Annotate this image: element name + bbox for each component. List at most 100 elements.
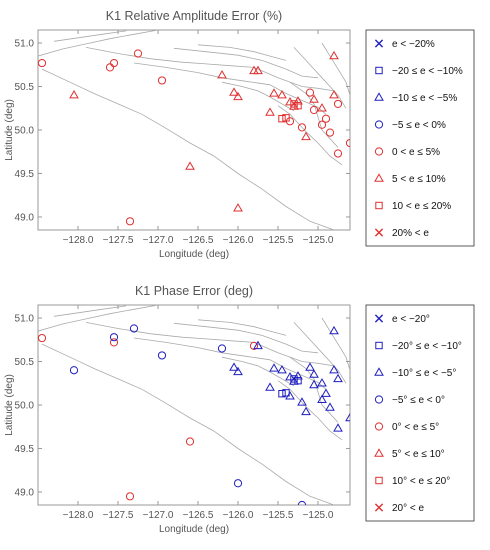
x-tick-label: −128.0: [63, 510, 94, 521]
x-tick-label: −127.5: [103, 510, 134, 521]
data-point: [333, 149, 343, 158]
data-point: [305, 88, 315, 97]
data-point: [109, 338, 119, 347]
legend-label: −20 ≤ e < −10%: [392, 66, 463, 77]
data-point: [38, 333, 47, 343]
data-point: [289, 101, 299, 110]
data-point: [309, 379, 319, 389]
legend-label: 0° < e ≤ 5°: [392, 422, 439, 433]
legend-marker: [374, 314, 384, 323]
y-tick-label: 49.0: [15, 487, 35, 498]
data-point: [329, 50, 339, 60]
x-tick-label: −125.5: [263, 510, 294, 521]
data-point: [69, 366, 79, 375]
data-point: [297, 123, 307, 132]
legend-label: −10° ≤ e < −5°: [392, 368, 456, 379]
data-point: [133, 49, 143, 58]
legend-marker: [374, 395, 384, 404]
x-tick-label: −126.5: [183, 235, 214, 246]
data-point: [69, 90, 79, 99]
y-tick-label: 51.0: [15, 39, 35, 50]
data-point: [285, 371, 295, 381]
data-point: [321, 114, 331, 123]
y-tick-label: 49.0: [15, 212, 35, 223]
data-point: [233, 479, 243, 488]
data-point: [233, 203, 243, 212]
amplitude-error-panel: K1 Relative Amplitude Error (%) −128.0 −12…: [4, 9, 475, 260]
data-point: [265, 382, 275, 391]
legend-label: e < −20%: [392, 39, 435, 50]
y-tick-label: 50.5: [15, 82, 35, 93]
data-point: [329, 90, 339, 99]
data-point: [317, 378, 327, 387]
legend-label: e < −20°: [392, 314, 430, 325]
data-point: [345, 412, 350, 422]
data-point: [297, 500, 307, 505]
data-point: [325, 402, 335, 411]
x-tick-label: −126.5: [183, 510, 214, 521]
legend-marker: [375, 66, 383, 75]
x-tick-label: −128.0: [63, 235, 94, 246]
legend-marker: [374, 228, 384, 237]
x-tick-label: −127.0: [143, 510, 174, 521]
legend-marker: [375, 476, 383, 485]
data-point: [278, 114, 286, 123]
data-point: [294, 101, 302, 110]
data-point: [109, 333, 119, 342]
legend: e < −20° −20° ≤ e < −10° −10° ≤ e < −5° −5°…: [374, 314, 462, 514]
data-point: [333, 99, 343, 109]
data-point: [294, 376, 302, 385]
data-point: [233, 91, 243, 101]
legend-label: 0 < e ≤ 5%: [392, 147, 440, 158]
data-point: [309, 105, 319, 115]
data-point: [253, 340, 263, 350]
x-tick-label: −125.0: [303, 510, 334, 521]
x-tick-label: −127.0: [143, 235, 174, 246]
legend-label: 20% < e: [392, 228, 429, 239]
legend-marker: [374, 92, 384, 101]
legend-marker: [374, 173, 384, 182]
y-axis-label: Latitude (deg): [4, 374, 15, 436]
y-tick-label: 50.0: [15, 401, 35, 412]
data-point: [285, 96, 295, 106]
legend: e < −20% −20 ≤ e < −10% −10 ≤ e < −5% −5 ≤ …: [374, 39, 463, 239]
data-point: [157, 351, 167, 360]
data-point: [249, 341, 259, 350]
data-point: [317, 394, 327, 403]
y-tick-label: 50.0: [15, 126, 35, 137]
data-point: [278, 389, 286, 398]
legend-label: −10 ≤ e < −5%: [392, 93, 457, 104]
data-point: [125, 217, 135, 226]
data-point: [277, 365, 287, 374]
phase-error-panel: K1 Phase Error (deg) −128.0 −127.5 −127.0 −1…: [0, 275, 490, 550]
data-point: [289, 376, 299, 385]
data-point: [217, 70, 227, 79]
x-tick-label: −125.0: [303, 235, 334, 246]
data-points: [38, 324, 350, 505]
data-point: [277, 90, 287, 99]
data-point: [185, 437, 195, 446]
x-tick-label: −125.5: [263, 235, 294, 246]
legend-marker: [374, 120, 384, 129]
data-point: [38, 58, 47, 68]
x-axis-label: Longitude (deg): [159, 249, 229, 260]
data-point: [125, 492, 135, 501]
y-axis-label: Latitude (deg): [4, 99, 15, 161]
data-points: [38, 49, 350, 226]
data-point: [333, 373, 343, 383]
data-point: [269, 88, 279, 97]
data-point: [333, 423, 343, 432]
x-tick-label: −127.5: [103, 235, 134, 246]
data-point: [282, 389, 290, 397]
data-point: [329, 365, 339, 374]
data-point: [229, 362, 239, 371]
data-point: [345, 138, 350, 148]
legend-label: 10° < e ≤ 20°: [392, 476, 450, 487]
data-point: [185, 161, 195, 170]
data-point: [109, 58, 119, 68]
y-tick-label: 51.0: [15, 314, 35, 325]
data-point: [317, 120, 327, 129]
legend-label: 5 < e ≤ 10%: [392, 174, 446, 185]
data-point: [301, 131, 311, 141]
legend-label: 5° < e ≤ 10°: [392, 449, 445, 460]
